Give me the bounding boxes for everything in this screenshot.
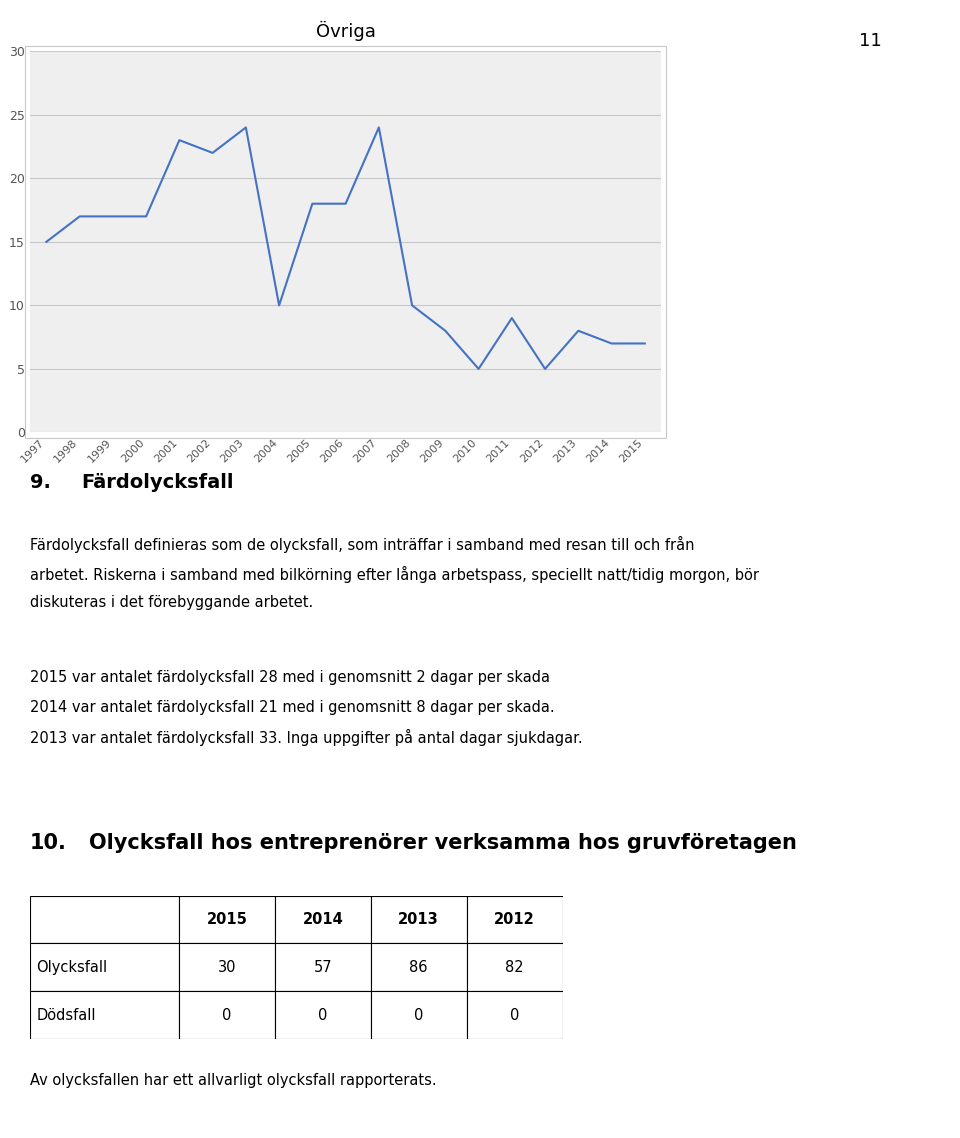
Bar: [179, 896, 275, 943]
Text: 0: 0: [318, 1007, 327, 1023]
Text: Olycksfall: Olycksfall: [36, 959, 108, 975]
Text: 11: 11: [859, 32, 882, 50]
Bar: [467, 896, 563, 943]
Text: 0: 0: [222, 1007, 231, 1023]
Text: 10.: 10.: [30, 833, 66, 854]
Text: Av olycksfallen har ett allvarligt olycksfall rapporterats.: Av olycksfallen har ett allvarligt olyck…: [30, 1073, 437, 1088]
Bar: [30, 991, 179, 1039]
Bar: [371, 896, 467, 943]
Bar: [275, 896, 371, 943]
Text: 2015 var antalet färdolycksfall 28 med i genomsnitt 2 dagar per skada: 2015 var antalet färdolycksfall 28 med i…: [30, 670, 550, 685]
Text: arbetet. Riskerna i samband med bilkörning efter långa arbetspass, speciellt nat: arbetet. Riskerna i samband med bilkörni…: [30, 566, 758, 583]
Text: diskuteras i det förebyggande arbetet.: diskuteras i det förebyggande arbetet.: [30, 595, 313, 610]
Text: 2015: 2015: [206, 912, 248, 927]
Bar: [371, 991, 467, 1039]
Bar: [275, 991, 371, 1039]
Text: Färdolycksfall: Färdolycksfall: [82, 473, 234, 493]
Text: Olycksfall hos entreprenörer verksamma hos gruvföretagen: Olycksfall hos entreprenörer verksamma h…: [89, 833, 797, 854]
Text: 2014: 2014: [302, 912, 343, 927]
Bar: [371, 943, 467, 991]
Text: 2012: 2012: [494, 912, 535, 927]
Text: 0: 0: [414, 1007, 423, 1023]
Text: 2013 var antalet färdolycksfall 33. Inga uppgifter på antal dagar sjukdagar.: 2013 var antalet färdolycksfall 33. Inga…: [30, 729, 583, 747]
Bar: [30, 943, 179, 991]
Bar: [179, 991, 275, 1039]
Text: 9.: 9.: [30, 473, 51, 493]
Text: 30: 30: [218, 959, 236, 975]
Text: 2014 var antalet färdolycksfall 21 med i genomsnitt 8 dagar per skada.: 2014 var antalet färdolycksfall 21 med i…: [30, 700, 554, 715]
Bar: [179, 943, 275, 991]
Title: Övriga: Övriga: [316, 22, 375, 41]
Bar: [467, 943, 563, 991]
Bar: [467, 991, 563, 1039]
Text: 57: 57: [314, 959, 332, 975]
Bar: [275, 943, 371, 991]
Bar: [30, 896, 179, 943]
Text: Dödsfall: Dödsfall: [36, 1007, 96, 1023]
Text: 82: 82: [505, 959, 524, 975]
Text: 86: 86: [410, 959, 428, 975]
Text: 2013: 2013: [398, 912, 439, 927]
Text: 0: 0: [510, 1007, 519, 1023]
Text: Färdolycksfall definieras som de olycksfall, som inträffar i samband med resan t: Färdolycksfall definieras som de olycksf…: [30, 536, 694, 553]
